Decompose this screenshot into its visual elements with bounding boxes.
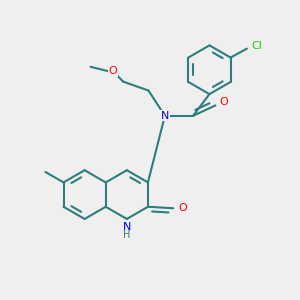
Text: H: H [123, 230, 130, 240]
Text: O: O [109, 66, 117, 76]
Text: N: N [161, 111, 169, 121]
Text: N: N [123, 222, 131, 232]
Text: O: O [219, 98, 228, 107]
Text: Cl: Cl [252, 41, 263, 51]
Text: O: O [178, 203, 187, 213]
